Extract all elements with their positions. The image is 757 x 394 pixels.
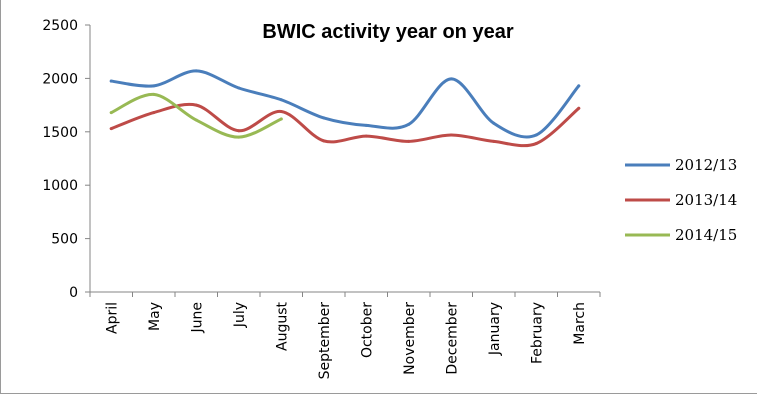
y-tick-label: 2500	[42, 18, 78, 34]
data-point-2012-13	[279, 98, 283, 102]
x-tick-label: December	[444, 302, 460, 375]
x-tick-label: October	[359, 302, 375, 358]
data-point-2012-13	[152, 84, 156, 88]
y-tick-label: 0	[69, 285, 78, 301]
x-tick-label: March	[572, 302, 588, 345]
data-point-2013-14	[407, 139, 411, 143]
data-point-2013-14	[194, 103, 198, 107]
data-point-2013-14	[237, 129, 241, 133]
data-point-2013-14	[109, 127, 113, 131]
x-tick-label: July	[232, 302, 248, 328]
data-point-2014-15	[279, 117, 283, 121]
legend-label: 2014/15	[675, 226, 737, 244]
series-line-2013-14	[109, 102, 581, 148]
x-tick-label: September	[317, 302, 333, 380]
data-point-2013-14	[449, 133, 453, 137]
x-tick-label: November	[402, 302, 418, 375]
series-line-2014-15	[109, 92, 283, 139]
chart-title: BWIC activity year on year	[262, 21, 513, 43]
data-point-2014-15	[109, 111, 113, 115]
data-point-2013-14	[279, 110, 283, 114]
y-tick-label: 1500	[42, 125, 78, 141]
data-point-2012-13	[194, 69, 198, 73]
data-point-2013-14	[492, 139, 496, 143]
y-tick-label: 1000	[42, 178, 78, 194]
x-tick-label: April	[104, 302, 120, 334]
data-point-2014-15	[237, 135, 241, 139]
data-point-2012-13	[534, 133, 538, 137]
data-point-2013-14	[534, 142, 538, 146]
data-point-2012-13	[577, 84, 581, 88]
data-point-2012-13	[237, 86, 241, 90]
data-point-2013-14	[577, 106, 581, 110]
data-point-2013-14	[364, 134, 368, 138]
data-point-2014-15	[152, 92, 156, 96]
y-tick-label: 500	[51, 232, 78, 248]
x-tick-label: August	[274, 301, 290, 351]
data-point-2012-13	[364, 123, 368, 127]
data-point-2012-13	[492, 121, 496, 125]
data-point-2013-14	[152, 111, 156, 115]
legend-label: 2013/14	[675, 191, 737, 209]
x-tick-label: June	[189, 302, 205, 334]
data-point-2013-14	[322, 139, 326, 143]
data-point-2012-13	[322, 116, 326, 120]
legend-label: 2012/13	[675, 156, 737, 174]
x-tick-label: February	[529, 302, 545, 364]
x-tick-label: January	[487, 302, 503, 356]
y-tick-label: 2000	[42, 71, 78, 87]
data-point-2014-15	[194, 118, 198, 122]
x-tick-label: May	[147, 302, 163, 331]
data-point-2012-13	[407, 122, 411, 126]
data-point-2012-13	[109, 79, 113, 83]
data-point-2012-13	[449, 77, 453, 81]
